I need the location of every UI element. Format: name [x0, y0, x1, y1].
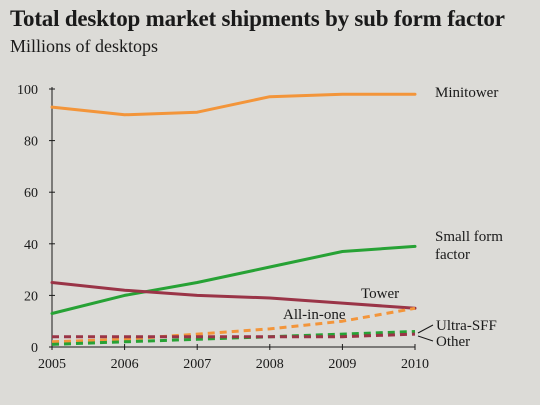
leader-line-other: [417, 335, 434, 342]
chart-subtitle: Millions of desktops: [10, 36, 159, 56]
series-layer: [50, 92, 417, 346]
series-label-small-form-factor: Small form: [435, 229, 503, 245]
y-tick-label: 60: [24, 186, 38, 201]
x-tick-label: 2005: [38, 357, 66, 372]
x-tick-label: 2010: [401, 357, 429, 372]
y-tick-label: 100: [17, 83, 38, 98]
chart-title: Total desktop market shipments by sub fo…: [10, 6, 505, 31]
y-tick-label: 0: [31, 341, 38, 356]
series-line-other: [52, 332, 416, 339]
series-line-tower: [50, 281, 417, 310]
series-line-all-in-one: [51, 306, 416, 344]
series-label-other: Other: [436, 334, 470, 350]
y-tick-label: 20: [24, 289, 38, 304]
axes: 0 20 40 60 80 100 2005 2006 2007 2008 2009 2010: [17, 83, 429, 372]
series-label-tower: Tower: [361, 286, 399, 302]
leader-line-ultra-sff: [417, 324, 434, 334]
x-tick-label: 2006: [111, 357, 139, 372]
x-tick-label: 2007: [183, 357, 211, 372]
y-tick-label: 80: [24, 135, 38, 150]
x-tick-label: 2009: [328, 357, 356, 372]
series-labels: Minitower Small form factor Tower All-in-one…: [283, 85, 503, 350]
series-label-small-form-factor: factor: [435, 247, 470, 263]
series-line-minitower: [50, 92, 417, 117]
x-tick-label: 2008: [256, 357, 284, 372]
series-label-ultra-sff: Ultra-SFF: [436, 318, 497, 334]
series-line-small-form-factor: [50, 244, 417, 315]
y-tick-label: 40: [24, 238, 38, 253]
series-label-minitower: Minitower: [435, 85, 498, 101]
series-label-all-in-one: All-in-one: [283, 307, 346, 323]
